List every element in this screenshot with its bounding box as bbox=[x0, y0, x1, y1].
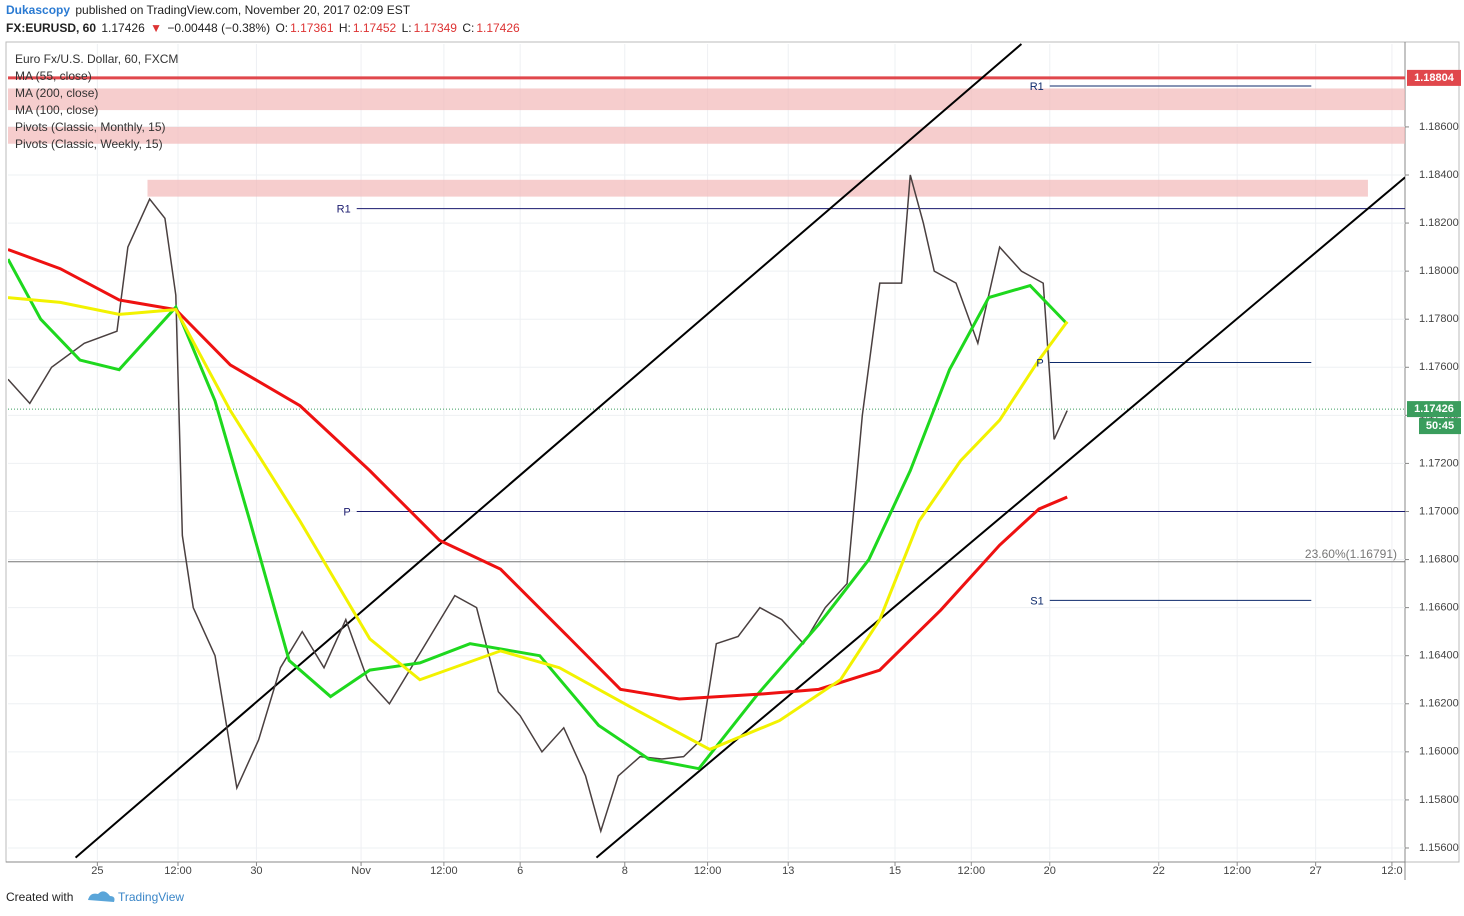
price-tag-label: 1.18804 bbox=[1414, 72, 1455, 84]
pivot-label: P bbox=[343, 506, 350, 518]
x-tick-label: 12:0 bbox=[1381, 865, 1402, 877]
series-line bbox=[8, 258, 1069, 771]
y-tick-label: 1.18200 bbox=[1419, 217, 1459, 229]
created-with: Created with bbox=[6, 890, 73, 904]
x-tick-label: 13 bbox=[782, 865, 794, 877]
y-tick-label: 1.18600 bbox=[1419, 121, 1459, 133]
x-tick-label: 8 bbox=[622, 865, 628, 877]
y-tick-label: 1.15800 bbox=[1419, 794, 1459, 806]
series-line bbox=[8, 174, 1068, 834]
fib-label: 23.60%(1.16791) bbox=[1305, 547, 1397, 561]
legend-entry: Euro Fx/U.S. Dollar, 60, FXCM bbox=[15, 52, 178, 66]
pivot-label: R1 bbox=[1030, 81, 1044, 93]
h-key: H: bbox=[338, 21, 351, 35]
legend-entry: Pivots (Classic, Weekly, 15) bbox=[15, 137, 163, 151]
x-tick-label: 12:00 bbox=[430, 865, 458, 877]
zone bbox=[8, 126, 1405, 144]
x-tick-label: 12:00 bbox=[1223, 865, 1251, 877]
l-key: L: bbox=[401, 21, 412, 35]
y-tick-label: 1.15600 bbox=[1419, 842, 1459, 854]
countdown-label: 50:45 bbox=[1426, 420, 1454, 432]
y-tick-label: 1.18400 bbox=[1419, 169, 1459, 181]
h-value: 1.17452 bbox=[352, 21, 397, 35]
x-tick-label: Nov bbox=[351, 865, 371, 877]
series-line bbox=[8, 296, 1069, 752]
y-tick-label: 1.17800 bbox=[1419, 313, 1459, 325]
x-tick-label: 30 bbox=[250, 865, 262, 877]
legend-entry: Pivots (Classic, Monthly, 15) bbox=[15, 120, 166, 134]
price-tag bbox=[1407, 69, 1461, 86]
brand[interactable]: TradingView bbox=[118, 890, 184, 904]
pivot-label: S1 bbox=[1030, 595, 1043, 607]
o-value: 1.17361 bbox=[290, 21, 334, 35]
published: published on TradingView.com, November 2… bbox=[75, 3, 411, 17]
pivot-label: R1 bbox=[337, 204, 351, 216]
y-tick-label: 1.16000 bbox=[1419, 746, 1459, 758]
last: 1.17426 bbox=[101, 21, 145, 35]
pivot-label: P bbox=[1036, 357, 1043, 369]
tv-logo bbox=[88, 891, 115, 902]
c-key: C: bbox=[462, 21, 475, 35]
y-tick-label: 1.16400 bbox=[1419, 650, 1459, 662]
x-tick-label: 22 bbox=[1153, 865, 1165, 877]
legend-entry: MA (100, close) bbox=[15, 103, 98, 117]
zone bbox=[147, 179, 1368, 197]
author: Dukascopy bbox=[6, 3, 71, 17]
y-tick-label: 1.17600 bbox=[1419, 361, 1459, 373]
l-value: 1.17349 bbox=[413, 21, 457, 35]
header-line: Dukascopy published on TradingView.com, … bbox=[6, 3, 412, 17]
x-tick-label: 6 bbox=[517, 865, 523, 877]
countdown-tag bbox=[1419, 418, 1461, 435]
legend-entry: MA (55, close) bbox=[15, 69, 92, 83]
y-tick-label: 1.16600 bbox=[1419, 602, 1459, 614]
down-arrow: ▼ bbox=[150, 21, 162, 35]
y-tick-label: 1.16200 bbox=[1419, 698, 1459, 710]
x-tick-label: 27 bbox=[1310, 865, 1322, 877]
x-tick-label: 20 bbox=[1044, 865, 1056, 877]
y-tick-label: 1.17200 bbox=[1419, 457, 1459, 469]
o-key: O: bbox=[275, 21, 289, 35]
x-tick-label: 12:00 bbox=[958, 865, 986, 877]
price-tag bbox=[1407, 401, 1461, 418]
legend-entry: MA (200, close) bbox=[15, 86, 98, 100]
price-tag-label: 1.17426 bbox=[1414, 403, 1454, 415]
plot bbox=[8, 43, 1405, 860]
x-tick-label: 25 bbox=[91, 865, 103, 877]
y-tick-label: 1.17000 bbox=[1419, 505, 1459, 517]
x-tick-label: 12:00 bbox=[164, 865, 192, 877]
x-tick-label: 15 bbox=[889, 865, 901, 877]
trendline bbox=[74, 43, 1023, 859]
trendline bbox=[595, 176, 1405, 859]
symbol: FX:EURUSD, 60 bbox=[6, 21, 97, 35]
symbol-line: FX:EURUSD, 60 1.17426 ▼ −0.00448 (−0.38%… bbox=[6, 21, 522, 35]
y-tick-label: 1.16800 bbox=[1419, 553, 1459, 565]
c-value: 1.17426 bbox=[476, 21, 520, 35]
y-tick-label: 1.18000 bbox=[1419, 265, 1459, 277]
x-tick-label: 12:00 bbox=[694, 865, 722, 877]
zone bbox=[8, 88, 1405, 111]
change: −0.00448 (−0.38%) bbox=[167, 21, 271, 35]
